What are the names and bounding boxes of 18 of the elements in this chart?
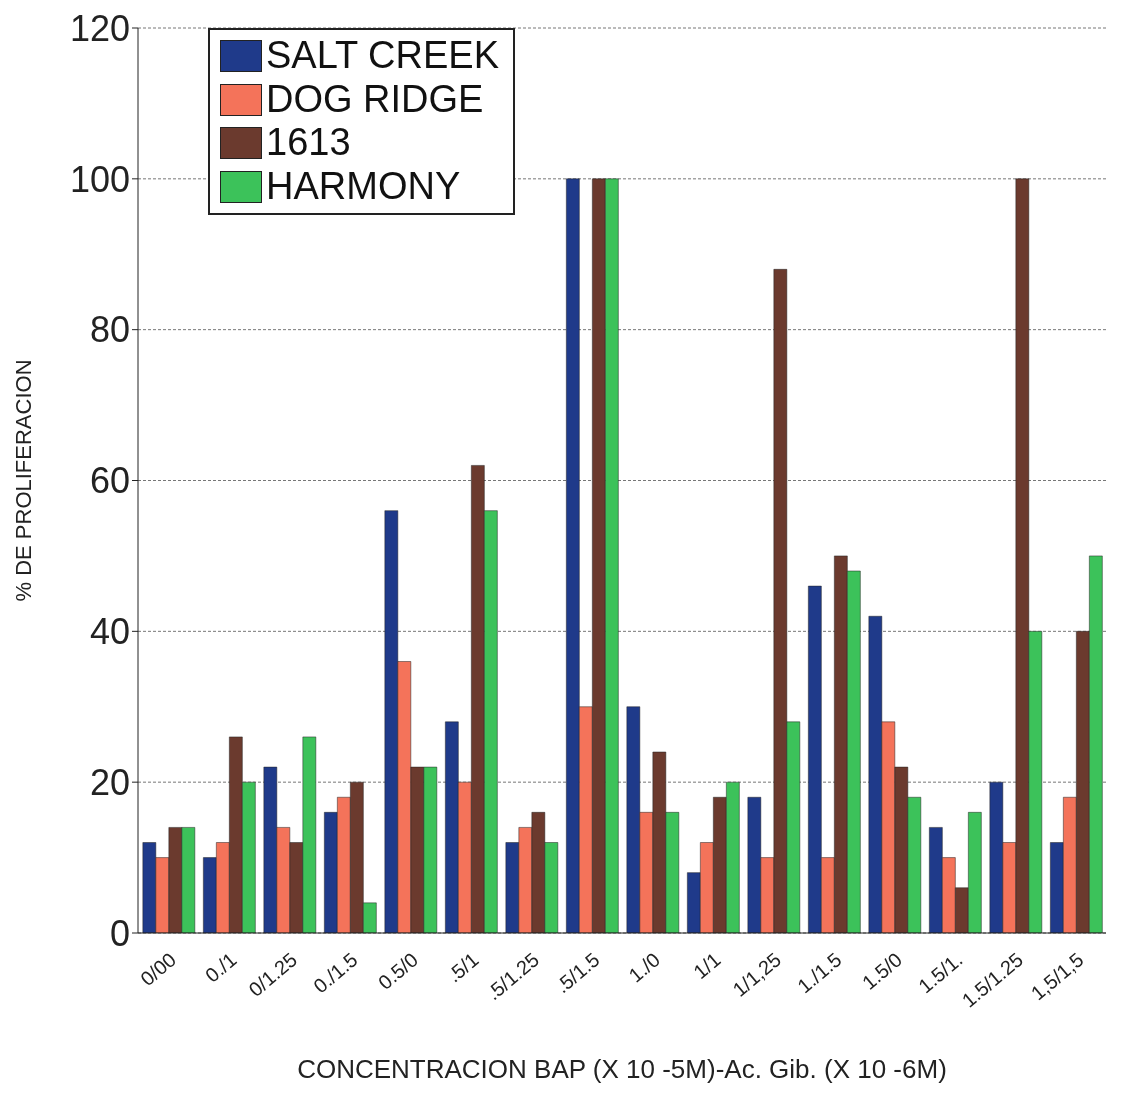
legend-label: HARMONY xyxy=(265,165,462,209)
y-tick-label: 60 xyxy=(89,460,130,502)
x-axis-title: CONCENTRACION BAP (X 10 -5M)-Ac. Gib. (X 10 -6M) xyxy=(297,1054,947,1084)
y-axis-title: % DE PROLIFERACION xyxy=(10,359,36,602)
x-tick-label: 0./1 xyxy=(200,948,241,987)
legend-label: DOG RIDGE xyxy=(265,77,485,122)
y-tick-label: 20 xyxy=(89,761,130,803)
legend-label: 1613 xyxy=(265,121,352,166)
x-tick-label: .5/1 xyxy=(442,948,483,987)
y-tick-label: 40 xyxy=(89,611,130,653)
legend-label: SALT CREEK xyxy=(265,34,500,78)
y-tick-label: 0 xyxy=(109,912,130,954)
x-tick-label: 0/00 xyxy=(136,948,181,991)
y-tick-label: 100 xyxy=(69,158,130,200)
y-tick-label: 80 xyxy=(89,309,130,351)
y-tick-label: 120 xyxy=(69,7,130,49)
x-tick-label: 1./0 xyxy=(624,948,665,987)
x-tick-label: 1/1 xyxy=(689,948,725,983)
